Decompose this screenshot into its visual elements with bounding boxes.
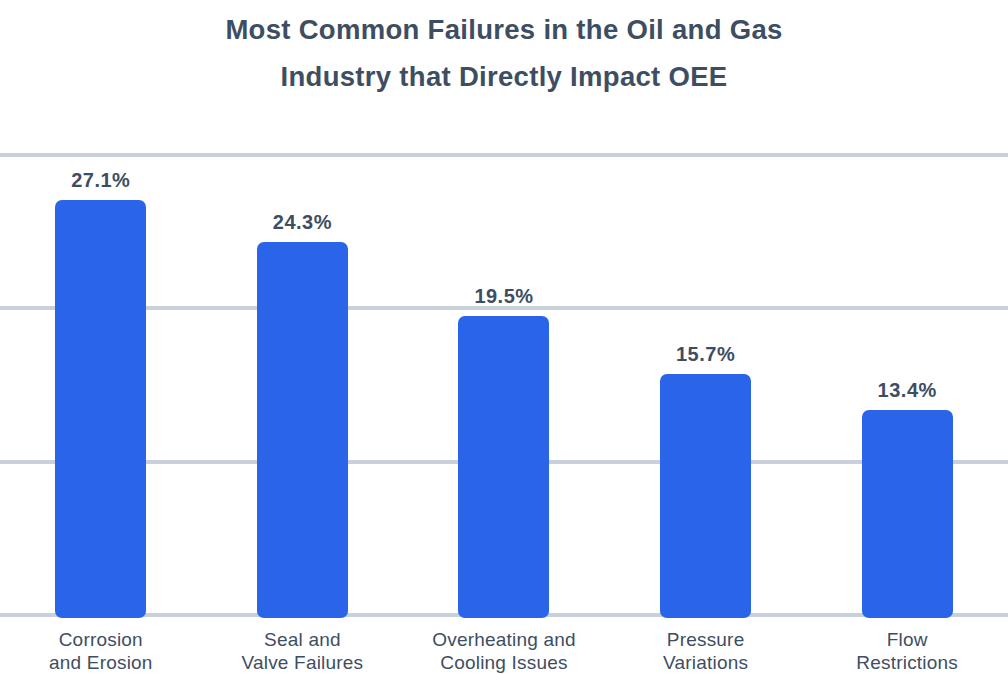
category-label-line: Flow: [806, 628, 1008, 651]
category-label-line: Valve Failures: [202, 651, 404, 674]
bar: [660, 374, 751, 618]
bar-value-label: 13.4%: [806, 378, 1008, 402]
bar-value-label: 24.3%: [202, 210, 404, 234]
category-label: PressureVariations: [605, 628, 807, 674]
bar: [55, 200, 146, 618]
category-label-line: Restrictions: [806, 651, 1008, 674]
category-label-line: Corrosion: [0, 628, 202, 651]
category-label: Overheating andCooling Issues: [403, 628, 605, 674]
bar-chart: Most Common Failures in the Oil and Gas …: [0, 0, 1008, 674]
category-label: FlowRestrictions: [806, 628, 1008, 674]
bar-group: 15.7% PressureVariations: [605, 0, 807, 674]
bar: [862, 410, 953, 618]
category-label: Seal andValve Failures: [202, 628, 404, 674]
category-label-line: Pressure: [605, 628, 807, 651]
bar-group: 13.4% FlowRestrictions: [806, 0, 1008, 674]
category-label: Corrosionand Erosion: [0, 628, 202, 674]
bar-group: 27.1% Corrosionand Erosion: [0, 0, 202, 674]
category-label-line: and Erosion: [0, 651, 202, 674]
bar-value-label: 27.1%: [0, 168, 202, 192]
category-label-line: Variations: [605, 651, 807, 674]
bar-value-label: 15.7%: [605, 342, 807, 366]
category-label-line: Overheating and: [403, 628, 605, 651]
bar-group: 19.5% Overheating andCooling Issues: [403, 0, 605, 674]
bar: [458, 316, 549, 618]
bar: [257, 242, 348, 618]
bar-group: 24.3% Seal andValve Failures: [202, 0, 404, 674]
category-label-line: Seal and: [202, 628, 404, 651]
bar-value-label: 19.5%: [403, 284, 605, 308]
plot-area: 27.1%Corrosionand Erosion24.3%Seal andVa…: [0, 0, 1008, 674]
category-label-line: Cooling Issues: [403, 651, 605, 674]
